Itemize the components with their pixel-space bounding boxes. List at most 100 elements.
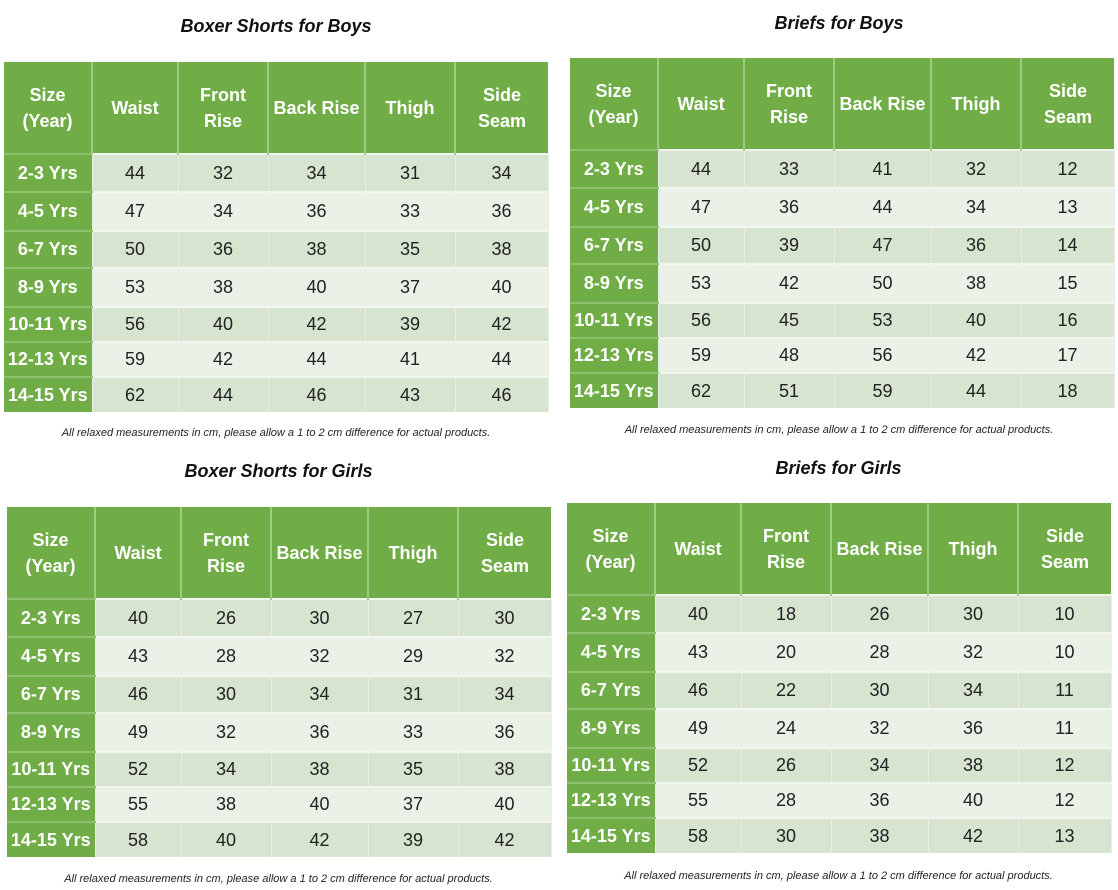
header-row: Size (Year) Waist Front Rise Back Rise Thigh Si…: [4, 62, 548, 154]
column-header: Size (Year): [4, 62, 93, 154]
column-header: Back Rise: [834, 58, 932, 150]
size-label: 10-11 Yrs: [570, 302, 659, 338]
size-label: 6-7 Yrs: [570, 226, 659, 264]
measurement-cell: 30: [181, 675, 272, 713]
measurement-cell: 38: [931, 263, 1022, 303]
size-label: 8-9 Yrs: [567, 708, 656, 748]
measurement-cell: 32: [928, 632, 1019, 672]
measurement-cell: 46: [455, 376, 549, 412]
size-label: 12-13 Yrs: [7, 786, 96, 822]
size-label: 12-13 Yrs: [570, 337, 659, 373]
size-label: 6-7 Yrs: [4, 230, 93, 268]
measurement-cell: 10: [1018, 594, 1112, 633]
header-row: Size (Year) Waist Front Rise Back Rise Thigh Si…: [567, 503, 1111, 595]
measurement-cell: 30: [741, 817, 832, 853]
measurement-note: All relaxed measurements in cm, please a…: [624, 870, 1053, 882]
panel-boxer-girls: Boxer Shorts for Girls Size (Year) Waist Fr…: [7, 450, 552, 890]
measurement-cell: 30: [928, 594, 1019, 633]
measurement-cell: 16: [1021, 302, 1115, 338]
measurement-cell: 12: [1018, 782, 1112, 818]
column-header: Size (Year): [570, 58, 659, 150]
measurement-cell: 47: [92, 191, 179, 231]
column-header: Waist: [92, 62, 179, 154]
measurement-cell: 42: [271, 821, 369, 857]
table-row: 4-5 Yrs 47 34 36 33 36: [4, 191, 549, 231]
measurement-cell: 38: [831, 817, 929, 853]
measurement-cell: 13: [1018, 817, 1112, 853]
table-title: Briefs for Girls: [775, 458, 902, 478]
measurement-cell: 50: [834, 263, 932, 303]
table-row: 14-15 Yrs 58 30 38 42 13: [567, 817, 1112, 853]
column-header: Back Rise: [268, 62, 366, 154]
measurement-cell: 44: [834, 187, 932, 227]
measurement-cell: 40: [271, 786, 369, 822]
measurement-cell: 59: [834, 372, 932, 408]
measurement-cell: 36: [931, 226, 1022, 264]
measurement-cell: 42: [268, 306, 366, 342]
size-label: 4-5 Yrs: [7, 636, 96, 676]
measurement-cell: 20: [741, 632, 832, 672]
measurement-note: All relaxed measurements in cm, please a…: [64, 873, 493, 885]
measurement-cell: 13: [1021, 187, 1115, 227]
size-label: 10-11 Yrs: [7, 751, 96, 787]
table-row: 12-13 Yrs 55 28 36 40 12: [567, 782, 1112, 818]
measurement-cell: 26: [181, 598, 272, 637]
column-header: Front Rise: [744, 58, 835, 150]
table-row: 8-9 Yrs 49 32 36 33 36: [7, 712, 552, 752]
measurement-cell: 28: [831, 632, 929, 672]
column-header: Thigh: [365, 62, 456, 154]
measurement-cell: 44: [455, 341, 549, 377]
measurement-cell: 53: [92, 267, 179, 307]
measurement-cell: 40: [458, 786, 552, 822]
measurement-cell: 34: [268, 153, 366, 192]
measurement-cell: 47: [834, 226, 932, 264]
measurement-cell: 56: [92, 306, 179, 342]
measurement-cell: 51: [744, 372, 835, 408]
measurement-cell: 46: [95, 675, 182, 713]
measurement-cell: 34: [931, 187, 1022, 227]
measurement-cell: 30: [458, 598, 552, 637]
column-header: Thigh: [931, 58, 1022, 150]
measurement-cell: 45: [744, 302, 835, 338]
measurement-cell: 32: [271, 636, 369, 676]
measurement-cell: 17: [1021, 337, 1115, 373]
column-header: Back Rise: [271, 507, 369, 599]
measurement-cell: 55: [95, 786, 182, 822]
measurement-cell: 40: [931, 302, 1022, 338]
table-row: 8-9 Yrs 49 24 32 36 11: [567, 708, 1112, 748]
measurement-cell: 32: [931, 149, 1022, 188]
size-label: 10-11 Yrs: [4, 306, 93, 342]
column-header: Side Seam: [458, 507, 551, 599]
measurement-cell: 39: [368, 821, 459, 857]
measurement-cell: 58: [95, 821, 182, 857]
table-row: 2-3 Yrs 44 32 34 31 34: [4, 153, 549, 192]
measurement-cell: 32: [831, 708, 929, 748]
size-label: 4-5 Yrs: [570, 187, 659, 227]
measurement-cell: 44: [931, 372, 1022, 408]
column-header: Back Rise: [831, 503, 929, 595]
column-header: Size (Year): [567, 503, 656, 595]
measurement-cell: 31: [365, 153, 456, 192]
table-row: 8-9 Yrs 53 42 50 38 15: [570, 263, 1115, 303]
measurement-cell: 38: [458, 751, 552, 787]
measurement-cell: 52: [95, 751, 182, 787]
measurement-cell: 29: [368, 636, 459, 676]
measurement-cell: 40: [655, 594, 742, 633]
measurement-cell: 40: [455, 267, 549, 307]
size-label: 12-13 Yrs: [4, 341, 93, 377]
measurement-cell: 39: [744, 226, 835, 264]
measurement-cell: 46: [655, 671, 742, 709]
measurement-cell: 34: [455, 153, 549, 192]
measurement-cell: 31: [368, 675, 459, 713]
table-row: 14-15 Yrs 58 40 42 39 42: [7, 821, 552, 857]
table-row: 6-7 Yrs 50 39 47 36 14: [570, 226, 1115, 264]
measurement-cell: 15: [1021, 263, 1115, 303]
measurement-cell: 36: [178, 230, 269, 268]
measurement-cell: 46: [268, 376, 366, 412]
measurement-cell: 50: [92, 230, 179, 268]
measurement-cell: 24: [741, 708, 832, 748]
size-label: 4-5 Yrs: [4, 191, 93, 231]
table-row: 10-11 Yrs 56 45 53 40 16: [570, 302, 1115, 338]
measurement-cell: 34: [181, 751, 272, 787]
measurement-cell: 32: [181, 712, 272, 752]
